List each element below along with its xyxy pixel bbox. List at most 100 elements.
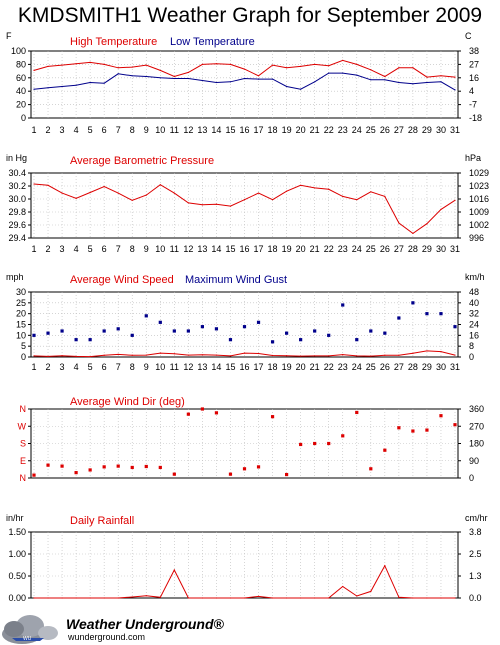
data-point (356, 63, 358, 65)
series-line (34, 564, 455, 599)
data-point (397, 426, 401, 430)
data-point (271, 354, 274, 357)
data-point (215, 81, 218, 84)
x-tick-label: 4 (74, 244, 79, 254)
data-point (328, 188, 330, 190)
data-point (32, 473, 36, 477)
x-tick-label: 24 (352, 125, 362, 135)
logo-trademark: ® (213, 616, 224, 632)
data-point (398, 67, 400, 69)
y-unit-left: in/hr (6, 513, 24, 523)
data-point (243, 68, 246, 70)
data-point (131, 66, 133, 68)
x-tick-label: 23 (338, 362, 348, 372)
x-tick-label: 19 (282, 125, 292, 135)
y-tick-left: N (20, 404, 27, 414)
data-point (454, 354, 456, 356)
x-tick-label: 7 (116, 125, 121, 135)
data-point (286, 67, 288, 69)
data-point (117, 353, 119, 355)
data-point (300, 597, 302, 599)
x-tick-label: 3 (60, 125, 65, 135)
data-point (60, 329, 64, 333)
data-point (412, 597, 414, 599)
data-point (103, 597, 105, 599)
data-point (271, 78, 274, 80)
y-tick-left: W (18, 421, 27, 431)
logo-wordmark: Weather Underground® (66, 616, 224, 632)
data-point (299, 338, 303, 342)
data-point (256, 465, 261, 469)
x-tick-label: 10 (155, 244, 165, 254)
data-point (131, 596, 133, 598)
x-tick-label: 29 (422, 244, 432, 254)
logo-name: Weather Underground (66, 616, 214, 632)
x-tick-label: 5 (88, 125, 93, 135)
x-tick-label: 30 (436, 244, 446, 254)
y-tick-left: 29.4 (8, 233, 26, 243)
data-point (229, 81, 232, 83)
x-tick-label: 29 (422, 362, 432, 372)
data-point (33, 183, 35, 185)
data-point (103, 186, 105, 188)
y-unit-right: hPa (465, 153, 481, 163)
data-point (47, 355, 49, 357)
data-point (313, 329, 317, 333)
x-tick-label: 25 (366, 125, 376, 135)
x-tick-label: 20 (296, 362, 306, 372)
y-tick-left: 30.4 (8, 168, 26, 178)
x-tick-label: 30 (436, 125, 446, 135)
y-tick-left: 20 (16, 100, 26, 110)
data-point (370, 590, 372, 593)
data-point (159, 596, 161, 598)
data-point (61, 192, 63, 194)
data-point (229, 355, 232, 357)
y-tick-left: 20 (16, 309, 26, 319)
x-tick-label: 20 (296, 125, 306, 135)
y-unit-left: mph (6, 272, 24, 282)
x-tick-label: 28 (408, 244, 418, 254)
data-point (130, 465, 134, 470)
series-title: Average Wind Dir (deg) (70, 396, 185, 408)
data-point (201, 63, 203, 65)
x-tick-label: 22 (324, 125, 334, 135)
y-tick-left: 5 (21, 341, 26, 351)
data-point (425, 312, 429, 316)
x-tick-label: 5 (88, 362, 93, 372)
x-tick-label: 18 (268, 244, 278, 254)
data-point (88, 338, 92, 342)
x-tick-label: 31 (450, 125, 460, 135)
data-point (356, 355, 358, 357)
x-tick-label: 29 (422, 125, 432, 135)
x-tick-label: 17 (254, 244, 264, 254)
data-point (243, 199, 246, 201)
x-tick-label: 5 (88, 244, 93, 254)
data-point (229, 597, 232, 599)
data-point (144, 314, 148, 318)
y-tick-right: 48 (469, 287, 479, 297)
data-point (243, 352, 246, 354)
series-title: High Temperature (70, 36, 157, 48)
x-tick-label: 8 (130, 125, 135, 135)
data-point (426, 597, 428, 599)
data-point (33, 88, 35, 90)
data-point (328, 597, 330, 599)
data-point (116, 464, 120, 468)
data-point (453, 325, 457, 329)
y-tick-left: 40 (16, 86, 26, 96)
data-point (33, 597, 35, 599)
data-point (286, 85, 288, 88)
data-point (88, 468, 92, 472)
series-title: Maximum Wind Gust (185, 274, 287, 286)
data-point (186, 412, 190, 416)
data-point (313, 441, 317, 446)
data-point (159, 69, 161, 72)
data-point (314, 355, 316, 357)
data-point (370, 355, 372, 357)
data-point (131, 199, 133, 201)
svg-text:WU: WU (23, 636, 32, 642)
data-point (341, 303, 345, 307)
data-point (187, 202, 189, 204)
